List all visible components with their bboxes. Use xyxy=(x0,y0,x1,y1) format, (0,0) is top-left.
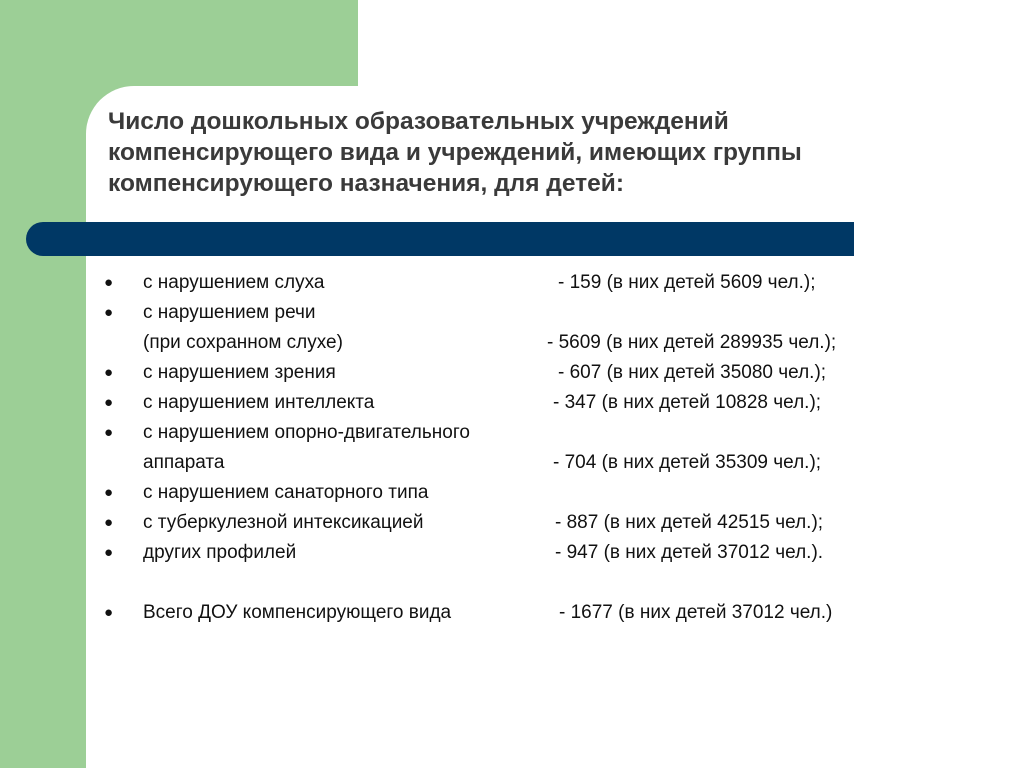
item-value: - 607 (в них детей 35080 чел.); xyxy=(558,362,827,383)
list-item: ● с нарушением слуха - 159 (в них детей … xyxy=(0,268,1024,298)
list-item-total: ● Всего ДОУ компенсирующего вида - 1677 … xyxy=(0,598,1024,628)
item-label: с туберкулезной интексикацией xyxy=(143,512,424,533)
list-item-continuation: (при сохранном слухе) - 5609 (в них дете… xyxy=(0,328,1024,358)
item-label: с нарушением санаторного типа xyxy=(143,482,429,503)
title-line-3: компенсирующего назначения, для детей: xyxy=(108,170,625,197)
list-item: ● с нарушением зрения - 607 (в них детей… xyxy=(0,358,1024,388)
item-label: с нарушением слуха xyxy=(143,272,325,293)
item-label: с нарушением речи xyxy=(143,302,316,323)
list-item-continuation: аппарата - 704 (в них детей 35309 чел.); xyxy=(0,448,1024,478)
bullet-icon: ● xyxy=(104,604,114,621)
bullet-icon: ● xyxy=(104,424,114,441)
list-item: ● других профилей - 947 (в них детей 370… xyxy=(0,538,1024,568)
item-value: - 1677 (в них детей 37012 чел.) xyxy=(559,602,833,623)
bullet-icon: ● xyxy=(104,274,114,291)
list-item: ● с нарушением опорно-двигательного xyxy=(0,418,1024,448)
item-value: - 5609 (в них детей 289935 чел.); xyxy=(547,332,837,353)
slide-title: Число дошкольных образовательных учрежде… xyxy=(108,106,988,199)
item-value: - 159 (в них детей 5609 чел.); xyxy=(558,272,816,293)
list-item: ● с нарушением санаторного типа xyxy=(0,478,1024,508)
bullet-icon: ● xyxy=(104,394,114,411)
bullet-icon: ● xyxy=(104,304,114,321)
bullet-icon: ● xyxy=(104,364,114,381)
bullet-icon: ● xyxy=(104,514,114,531)
item-label: других профилей xyxy=(143,542,297,563)
content-panel xyxy=(86,86,1024,768)
item-value: - 704 (в них детей 35309 чел.); xyxy=(553,452,822,473)
item-label: с нарушением зрения xyxy=(143,362,336,383)
item-value: - 347 (в них детей 10828 чел.); xyxy=(553,392,822,413)
title-line-1: Число дошкольных образовательных учрежде… xyxy=(108,108,729,135)
title-underline-bar xyxy=(26,222,854,256)
title-line-2: компенсирующего вида и учреждений, имеющ… xyxy=(108,139,802,166)
bullet-icon: ● xyxy=(104,544,114,561)
list-item: ● с нарушением речи xyxy=(0,298,1024,328)
background-white-top xyxy=(358,0,1024,86)
item-value: - 947 (в них детей 37012 чел.). xyxy=(555,542,824,563)
list-item: ● с туберкулезной интексикацией - 887 (в… xyxy=(0,508,1024,538)
list-item: ● с нарушением интеллекта - 347 (в них д… xyxy=(0,388,1024,418)
item-label: аппарата xyxy=(143,452,225,473)
bullet-icon: ● xyxy=(104,484,114,501)
item-label: с нарушением опорно-двигательного xyxy=(143,422,470,443)
item-label: Всего ДОУ компенсирующего вида xyxy=(143,602,452,623)
item-label: с нарушением интеллекта xyxy=(143,392,375,413)
item-value: - 887 (в них детей 42515 чел.); xyxy=(555,512,824,533)
item-label: (при сохранном слухе) xyxy=(143,332,343,353)
